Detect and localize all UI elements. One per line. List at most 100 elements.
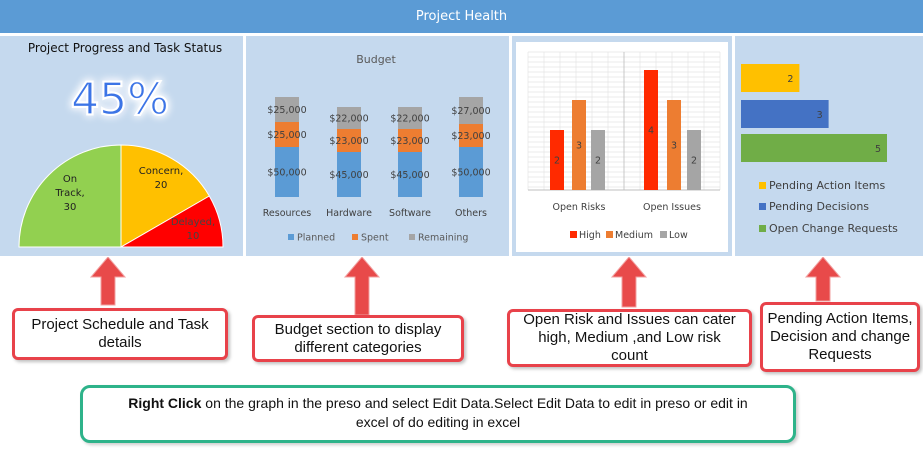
risks-panel[interactable]: 2 3 2 Open Risks 4 3 2 Open Issues High Medium Lo…	[512, 36, 732, 256]
progress-percent-value: 45%	[71, 74, 169, 125]
callout-budget-text: Budget section to display different cate…	[274, 320, 442, 356]
risk-category-label: Open Issues	[643, 202, 701, 213]
legend-label-pending-2: Open Change Requests	[769, 222, 898, 235]
budget-chart[interactable]: Budget $50,000 $25,000 $25,000 Resources $45…	[246, 36, 509, 256]
legend-swatch-medium	[606, 231, 613, 238]
callout-budget: Budget section to display different cate…	[252, 315, 464, 362]
budget-data-label: $45,000	[329, 170, 368, 181]
budget-category-label: Others	[455, 208, 487, 219]
pending-panel[interactable]: 2 3 5 Pending Action Items Pending Decision…	[735, 36, 923, 256]
callout-schedule: Project Schedule and Task details	[12, 308, 228, 360]
budget-data-label: $22,000	[329, 114, 368, 125]
risk-data-label: 4	[648, 126, 654, 137]
legend-swatch-low	[660, 231, 667, 238]
progress-chart[interactable]: Project Progress and Task Status 45% 45%…	[0, 36, 243, 256]
legend-label-spent: Spent	[361, 233, 389, 244]
pie-slice-on-track[interactable]	[18, 144, 122, 248]
legend-label-high: High	[579, 230, 601, 241]
budget-panel[interactable]: Budget $50,000 $25,000 $25,000 Resources $45…	[246, 36, 509, 256]
risk-bar-medium-1[interactable]	[667, 100, 681, 190]
legend-swatch-pending-2	[759, 225, 766, 232]
progress-percent-glow: 45%	[71, 74, 169, 125]
risks-chart[interactable]: 2 3 2 Open Risks 4 3 2 Open Issues High Medium Lo…	[516, 42, 728, 252]
progress-percent: 45% 45%	[70, 73, 171, 127]
risk-category-label: Open Risks	[552, 202, 605, 213]
budget-category-label: Software	[389, 208, 431, 219]
budget-data-label: $23,000	[451, 131, 490, 142]
callout-risks: Open Risk and Issues can cater high, Med…	[507, 309, 752, 367]
risk-data-label: 2	[691, 156, 697, 167]
pie-slice-delayed[interactable]	[119, 195, 224, 248]
budget-category-label: Resources	[263, 208, 312, 219]
pie-label-on-track-line3: 30	[64, 202, 77, 213]
risk-bar-low-1[interactable]	[687, 130, 701, 190]
budget-bar-planned-hardware[interactable]	[337, 152, 361, 197]
legend-swatch-pending-0	[759, 182, 766, 189]
budget-bar-remaining-resources[interactable]	[275, 97, 299, 122]
pie-label-delayed: Delayed, 10	[171, 217, 215, 242]
pending-bar-1[interactable]	[741, 100, 829, 128]
budget-bar-spent-resources[interactable]	[275, 122, 299, 147]
pie-label-on-track-line2: Track,	[54, 188, 84, 199]
progress-title: Project Progress and Task Status	[28, 41, 222, 55]
legend-label-pending-0: Pending Action Items	[769, 179, 885, 192]
arrow-up-icon	[89, 257, 127, 306]
budget-bar-spent-hardware[interactable]	[337, 129, 361, 152]
arrow-up-icon	[804, 257, 842, 302]
note-text: on the graph in the preso and select Edi…	[201, 395, 748, 430]
risk-data-label: 3	[671, 141, 677, 152]
legend-label-remaining: Remaining	[418, 233, 468, 244]
budget-data-label: $50,000	[451, 168, 490, 179]
budget-bar-planned-software[interactable]	[398, 152, 422, 197]
callout-schedule-text: Project Schedule and Task details	[31, 316, 209, 351]
pie-label-delayed-line1: Delayed,	[171, 217, 215, 228]
risk-data-label: 2	[554, 156, 560, 167]
legend-swatch-remaining	[409, 234, 415, 240]
risk-bar-low-0[interactable]	[591, 130, 605, 190]
budget-title: Budget	[356, 53, 396, 66]
risks-chart-area[interactable]: 2 3 2 Open Risks 4 3 2 Open Issues High Medium Lo…	[516, 42, 728, 252]
budget-bar-remaining-software[interactable]	[398, 107, 422, 129]
risk-bar-high-0[interactable]	[550, 130, 564, 190]
pie-slice-concern[interactable]	[120, 144, 211, 248]
legend-swatch-planned	[288, 234, 294, 240]
pending-data-label: 3	[817, 110, 823, 121]
budget-data-label: $22,000	[390, 114, 429, 125]
callout-risks-text: Open Risk and Issues can cater high, Med…	[523, 311, 736, 364]
pending-bar-0[interactable]	[741, 64, 800, 92]
pie-label-concern-line1: Concern,	[139, 166, 184, 177]
pie-label-on-track: On Track, 30	[54, 174, 84, 213]
progress-pie[interactable]	[18, 144, 224, 248]
budget-data-label: $50,000	[267, 168, 306, 179]
callout-pending: Pending Action Items, Decision and chang…	[760, 302, 920, 372]
arrow-up-icon	[610, 257, 648, 308]
budget-bar-spent-software[interactable]	[398, 129, 422, 152]
pie-label-concern: Concern, 20	[139, 166, 184, 191]
dashboard-header: Project Health	[0, 0, 923, 33]
pending-chart[interactable]: 2 3 5 Pending Action Items Pending Decision…	[735, 36, 923, 256]
pie-label-delayed-line2: 10	[187, 231, 200, 242]
arrow-up-icon	[343, 257, 381, 316]
budget-data-label: $25,000	[267, 105, 306, 116]
legend-label-pending-1: Pending Decisions	[769, 200, 869, 213]
callout-pending-text: Pending Action Items, Decision and chang…	[767, 310, 913, 363]
legend-swatch-pending-1	[759, 203, 766, 210]
legend-label-medium: Medium	[615, 230, 653, 241]
risk-bar-high-1[interactable]	[644, 70, 658, 190]
pending-data-label: 5	[875, 144, 881, 155]
budget-category-label: Hardware	[326, 208, 372, 219]
progress-panel[interactable]: Project Progress and Task Status 45% 45%…	[0, 36, 243, 256]
pending-bar-2[interactable]	[741, 134, 887, 162]
budget-data-label: $23,000	[390, 136, 429, 147]
budget-bar-planned-resources[interactable]	[275, 147, 299, 197]
pie-label-concern-line2: 20	[155, 180, 168, 191]
budget-data-label: $27,000	[451, 106, 490, 117]
budget-bar-planned-others[interactable]	[459, 147, 483, 197]
budget-bar-remaining-hardware[interactable]	[337, 107, 361, 129]
risk-bar-medium-0[interactable]	[572, 100, 586, 190]
risk-data-label: 3	[576, 141, 582, 152]
legend-label-planned: Planned	[297, 233, 335, 244]
budget-data-label: $45,000	[390, 170, 429, 181]
budget-bar-remaining-others[interactable]	[459, 97, 483, 124]
budget-bar-spent-others[interactable]	[459, 124, 483, 147]
